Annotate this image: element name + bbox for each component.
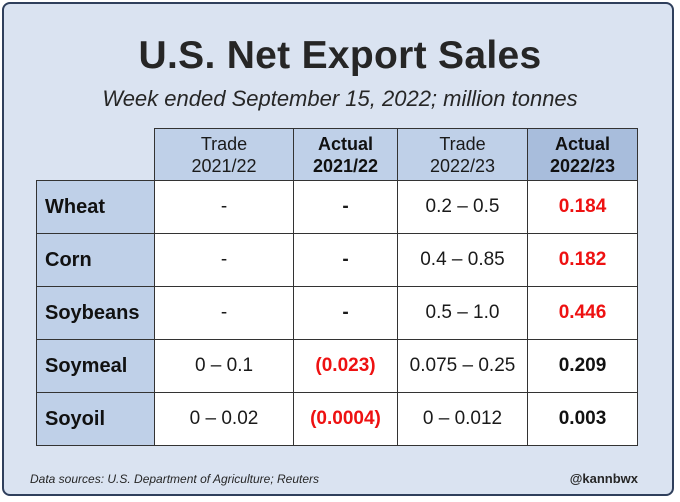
cell-actual-2022-23: 0.182 [527, 233, 638, 287]
header-line1: Trade [439, 133, 486, 154]
cell-actual-2021-22: - [293, 233, 398, 287]
header-actual-2022-23: Actual 2022/23 [527, 128, 638, 181]
header-line1: Trade [200, 133, 248, 154]
infographic-frame: U.S. Net Export Sales Week ended Septemb… [2, 2, 674, 496]
row-label: Wheat [36, 180, 155, 234]
cell-trade-2022-23: 0.075 – 0.25 [397, 339, 528, 393]
data-source-note: Data sources: U.S. Department of Agricul… [30, 472, 320, 486]
row-label: Soymeal [36, 339, 155, 393]
cell-trade-2021-22: 0 – 0.02 [154, 392, 294, 446]
table-row-soybeans: Soybeans - - 0.5 – 1.0 0.446 [36, 286, 638, 340]
cell-trade-2021-22: - [154, 286, 294, 340]
chart-subtitle: Week ended September 15, 2022; million t… [102, 86, 578, 111]
row-label: Soyoil [36, 392, 155, 446]
chart-title: U.S. Net Export Sales [138, 34, 542, 77]
cell-trade-2022-23: 0 – 0.012 [397, 392, 528, 446]
cell-trade-2021-22: 0 – 0.1 [154, 339, 294, 393]
header-trade-2021-22: Trade 2021/22 [154, 128, 294, 181]
cell-trade-2021-22: - [154, 233, 294, 287]
cell-actual-2022-23: 0.209 [527, 339, 638, 393]
header-line2: 2022/23 [549, 155, 616, 176]
table-row-soymeal: Soymeal 0 – 0.1 (0.023) 0.075 – 0.25 0.2… [36, 339, 638, 393]
cell-actual-2021-22: - [293, 286, 398, 340]
header-line2: 2021/22 [312, 155, 379, 176]
cell-actual-2021-22: (0.0004) [293, 392, 398, 446]
table-header-row: Trade 2021/22 Actual 2021/22 Trade 2022/… [37, 128, 638, 181]
cell-actual-2022-23: 0.184 [527, 180, 638, 234]
cell-trade-2022-23: 0.2 – 0.5 [397, 180, 528, 234]
header-trade-2022-23: Trade 2022/23 [397, 128, 528, 181]
header-corner [37, 129, 155, 181]
cell-actual-2022-23: 0.446 [527, 286, 638, 340]
cell-trade-2022-23: 0.4 – 0.85 [397, 233, 528, 287]
row-label: Soybeans [36, 286, 155, 340]
cell-actual-2022-23: 0.003 [527, 392, 638, 446]
cell-trade-2022-23: 0.5 – 1.0 [397, 286, 528, 340]
export-sales-table: Trade 2021/22 Actual 2021/22 Trade 2022/… [36, 128, 638, 446]
cell-trade-2021-22: - [154, 180, 294, 234]
table-row-wheat: Wheat - - 0.2 – 0.5 0.184 [36, 180, 638, 234]
header-line2: 2021/22 [191, 155, 257, 176]
header-actual-2021-22: Actual 2021/22 [293, 128, 398, 181]
cell-actual-2021-22: (0.023) [293, 339, 398, 393]
header-line2: 2022/23 [429, 155, 496, 176]
table-row-soyoil: Soyoil 0 – 0.02 (0.0004) 0 – 0.012 0.003 [36, 392, 638, 446]
cell-actual-2021-22: - [293, 180, 398, 234]
author-handle: @kannbwx [569, 471, 638, 486]
header-line1: Actual [317, 133, 373, 154]
table-row-corn: Corn - - 0.4 – 0.85 0.182 [36, 233, 638, 287]
row-label: Corn [36, 233, 155, 287]
header-line1: Actual [554, 133, 610, 154]
